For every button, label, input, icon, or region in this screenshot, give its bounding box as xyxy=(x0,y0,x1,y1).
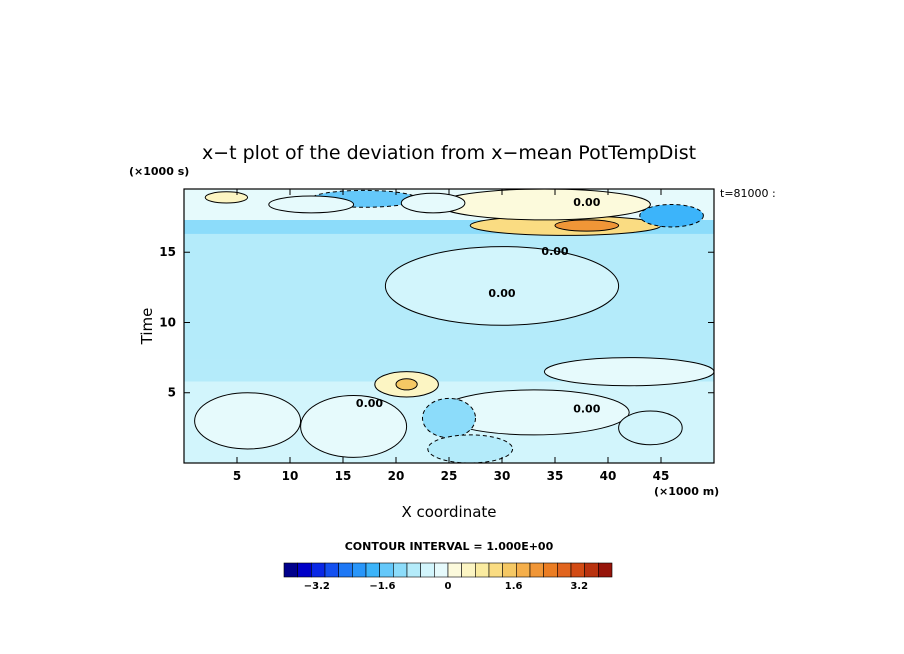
y-tick-label: 10 xyxy=(159,315,176,329)
x-axis: 5 10 15 20 25 30 35 40 45 xyxy=(233,189,670,483)
contour-label: 0.00 xyxy=(541,245,568,258)
colorbar-swatch xyxy=(570,562,585,578)
colorbar-swatch xyxy=(543,562,558,578)
colorbar-swatch xyxy=(584,562,599,578)
field-blob xyxy=(384,246,620,326)
field-blob xyxy=(618,410,683,446)
colorbar-swatch xyxy=(420,562,435,578)
field-blob xyxy=(554,219,620,232)
x-tick-label: 5 xyxy=(233,469,241,483)
field-blob xyxy=(194,392,302,450)
colorbar-swatch xyxy=(324,562,339,578)
colorbar-swatch xyxy=(461,562,476,578)
colorbar-swatch xyxy=(406,562,421,578)
x-axis-unit: (×1000 m) xyxy=(654,485,719,498)
y-tick-label: 5 xyxy=(168,386,176,400)
x-tick-label: 10 xyxy=(282,469,299,483)
colorbar-swatch xyxy=(516,562,531,578)
contour-label: 0.00 xyxy=(356,397,383,410)
colorbar-swatch xyxy=(393,562,408,578)
field-blob xyxy=(437,189,651,221)
colorbar-tick-label: 0 xyxy=(445,581,452,592)
x-tick-label: 30 xyxy=(494,469,511,483)
field-blob xyxy=(400,192,466,214)
x-tick-label: 35 xyxy=(547,469,564,483)
colorbar-swatch xyxy=(475,562,490,578)
field-blob xyxy=(204,191,249,204)
x-tick-label: 40 xyxy=(600,469,617,483)
x-tick-label: 45 xyxy=(653,469,670,483)
colorbar-tick-label: −1.6 xyxy=(369,581,395,592)
colorbar-swatch xyxy=(352,562,367,578)
colorbar-swatch xyxy=(529,562,544,578)
colorbar-swatch xyxy=(488,562,503,578)
colorbar-tick-label: −3.2 xyxy=(304,581,330,592)
colorbar-tick-label: 1.6 xyxy=(505,581,523,592)
contour-interval-label: CONTOUR INTERVAL = 1.000E+00 xyxy=(345,540,554,553)
y-axis: 5 10 15 xyxy=(159,245,714,400)
y-axis-unit: (×1000 s) xyxy=(129,165,189,178)
field-blob xyxy=(639,203,704,228)
field-blob xyxy=(300,395,408,458)
colorbar-swatch xyxy=(297,562,312,578)
x-tick-label: 25 xyxy=(441,469,458,483)
colorbar: −3.2 −1.6 0 1.6 3.2 xyxy=(283,562,613,592)
colorbar-swatch xyxy=(557,562,572,578)
chart-title: x−t plot of the deviation from x−mean Po… xyxy=(202,142,696,164)
time-label: t=81000 : xyxy=(720,187,776,200)
colorbar-swatch xyxy=(447,562,462,578)
plot-area: 0.00 0.00 0.00 0.00 0.00 xyxy=(184,189,714,463)
colorbar-swatch xyxy=(434,562,449,578)
contour-label: 0.00 xyxy=(488,287,515,300)
field-blob xyxy=(268,195,355,214)
y-tick-label: 15 xyxy=(159,245,176,259)
x-tick-label: 20 xyxy=(388,469,405,483)
colorbar-swatch xyxy=(598,562,613,578)
colorbar-swatch xyxy=(311,562,326,578)
colorbar-swatch xyxy=(502,562,517,578)
colorbar-swatch xyxy=(379,562,394,578)
field-blob xyxy=(427,434,514,463)
colorbar-swatch xyxy=(365,562,380,578)
x-tick-label: 15 xyxy=(335,469,352,483)
x-axis-label: X coordinate xyxy=(401,503,496,521)
y-axis-label: Time xyxy=(138,308,156,346)
colorbar-swatch xyxy=(283,562,298,578)
colorbar-tick-label: 3.2 xyxy=(570,581,588,592)
contour-label: 0.00 xyxy=(573,402,600,415)
field-blob xyxy=(422,397,476,439)
contour-label: 0.00 xyxy=(573,196,600,209)
field-blob xyxy=(395,378,418,391)
field-blob xyxy=(543,357,714,387)
colorbar-swatch xyxy=(338,562,353,578)
